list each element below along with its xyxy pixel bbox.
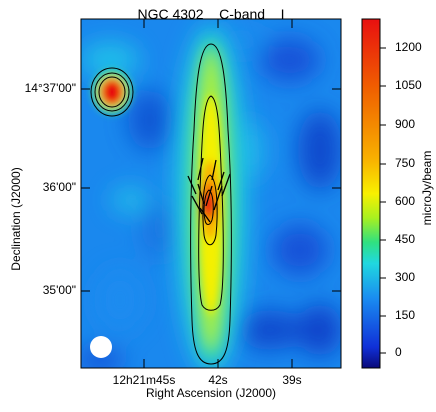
colorbar-tick-label: 150 (395, 308, 416, 322)
x-tick-label: 39s (282, 373, 302, 387)
map-ticks (81, 19, 341, 368)
x-tick-label: 42s (208, 373, 228, 387)
polarization-vectors (187, 157, 231, 223)
colorbar-tick-label: 0 (395, 345, 402, 359)
intensity-map (81, 19, 341, 368)
colorbar-tick-label: 750 (395, 156, 416, 170)
y-tick-label: 35'00" (42, 283, 76, 297)
colorbar-tick-label: 600 (395, 194, 416, 208)
colorbar-tick-label: 900 (395, 117, 416, 131)
colorbar (361, 18, 381, 369)
colorbar-tick-label: 450 (395, 232, 416, 246)
x-axis-label: Right Ascension (J2000) (145, 386, 277, 400)
y-axis-label: Declination (J2000) (9, 167, 23, 271)
map-frame (80, 18, 342, 369)
figure-title: NGC 4302 C-band I (137, 6, 285, 22)
contour-lines (90, 43, 232, 365)
colorbar-ticks (380, 47, 386, 354)
colorbar-tick-label: 300 (395, 270, 416, 284)
colorbar-tick-label: 1200 (395, 40, 422, 54)
colorbar-label: microJy/beam (420, 150, 434, 226)
x-tick-label: 12h21m45s (112, 373, 176, 387)
y-tick-label: 14°37'00" (24, 81, 76, 95)
colorbar-tick-label: 1050 (395, 78, 422, 92)
y-tick-label: 36'00" (42, 180, 76, 194)
beam-ellipse (90, 336, 112, 358)
